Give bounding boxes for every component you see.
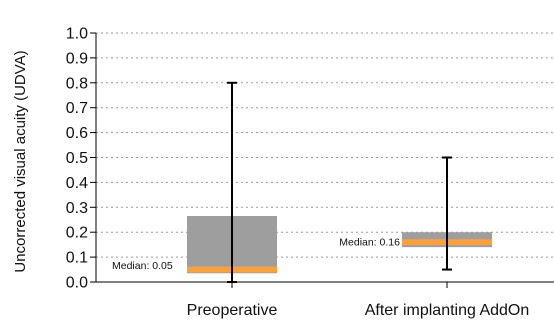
y-axis-title: Uncorrected visual acuity (UDVA) xyxy=(12,50,29,272)
y-tick-label: 0.7 xyxy=(66,100,88,117)
y-tick-label: 0.9 xyxy=(66,50,88,67)
median-label: Median: 0.16 xyxy=(339,237,400,249)
median-label: Median: 0.05 xyxy=(112,260,173,272)
axes xyxy=(90,32,554,288)
y-tick-label: 0.5 xyxy=(66,150,88,167)
y-tick-label: 0.0 xyxy=(66,275,88,292)
box-group-preoperative xyxy=(187,81,277,283)
y-tick-label: 0.8 xyxy=(66,75,88,92)
labels: 0.0 0.1 0.2 0.3 0.4 0.5 0.6 0.7 0.8 0.9 1.0 Uncorre… xyxy=(12,26,529,320)
y-tick-label: 0.2 xyxy=(66,225,88,242)
y-tick-label: 0.3 xyxy=(66,200,88,217)
x-category-label: Preoperative xyxy=(187,302,278,319)
y-tick-label: 0.1 xyxy=(66,250,88,267)
boxes xyxy=(187,81,492,283)
x-category-label: After implanting AddOn xyxy=(365,302,530,319)
y-tick-label: 0.6 xyxy=(66,125,88,142)
y-tick-label: 0.4 xyxy=(66,175,88,192)
grid-lines xyxy=(96,32,554,258)
box-group-after-addon xyxy=(402,156,492,271)
y-tick-label: 1.0 xyxy=(66,26,88,43)
